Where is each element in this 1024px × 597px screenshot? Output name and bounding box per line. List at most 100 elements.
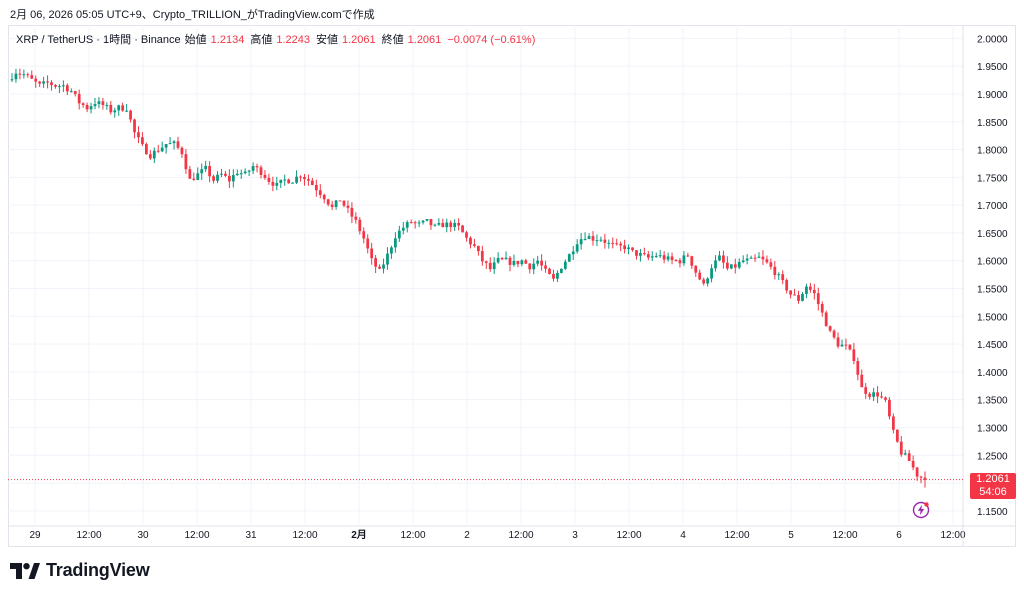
last-price-tag: 1.2061 54:06 [970,473,1016,499]
candle-body [899,441,903,455]
candle-body [133,119,136,133]
high-value: 1.2243 [276,34,310,46]
candle-body [666,256,670,260]
symbol-label[interactable]: XRP / TetherUS · 1時間 · Binance [16,34,181,46]
candle-body [334,200,338,207]
candle-body [903,453,907,455]
candle-body [773,266,777,276]
low-label: 安値 [315,34,338,46]
candle-body [575,244,579,252]
candle-body [342,200,346,206]
candle-body [30,75,34,79]
close-value: 1.2061 [407,34,442,46]
tradingview-brand[interactable]: TradingView [10,560,150,581]
y-tick-label: 1.9000 [977,90,1008,101]
candle-body [520,260,524,265]
candle-body [148,154,152,159]
candle-body [508,257,512,265]
candle-body [10,79,14,81]
candle-body [765,259,769,263]
y-tick-label: 1.6500 [977,229,1008,240]
candle-body [125,110,129,112]
open-label: 始値 [184,34,207,46]
lightning-icon[interactable] [912,501,930,519]
candle-body [706,278,710,284]
candle-body [587,236,591,239]
candle-body [69,91,73,93]
candle-body [619,243,623,246]
candle-body [856,361,860,375]
candle-body [65,85,69,92]
candle-body [267,177,271,182]
candle-body [239,173,243,175]
candle-body [326,199,330,205]
candle-body [58,86,61,88]
candle-body [777,274,781,276]
candle-body [196,173,200,180]
candle-body [247,170,251,172]
y-tick-label: 1.3000 [977,423,1008,434]
change-value: −0.0074 (−0.61%) [447,34,536,46]
candle-body [358,219,362,232]
candle-body [769,262,773,267]
candle-body [152,150,156,159]
candle-body [164,144,168,148]
candle-body [718,255,721,261]
x-tick-label: 30 [137,530,149,541]
y-tick-label: 2.0000 [977,34,1008,45]
candle-body [793,294,796,296]
candle-body [18,73,22,75]
candle-body [512,261,516,265]
candle-body [93,104,97,107]
candle-body [852,349,856,362]
candle-body [484,261,488,263]
candle-body [362,231,366,239]
candle-body [816,293,820,305]
candle-body [591,236,595,241]
candle-body [567,254,571,262]
candle-body [370,248,374,259]
candle-body [611,242,615,244]
candle-body [346,205,350,208]
x-tick-label: 12:00 [832,530,857,541]
candle-body [860,374,864,388]
candle-body [923,477,927,480]
candle-body [85,104,89,110]
candle-body [105,104,109,106]
candle-body [848,344,852,350]
y-tick-label: 1.7500 [977,173,1008,184]
x-tick-label: 31 [245,530,257,541]
candle-body [548,268,551,274]
close-label: 終値 [381,34,404,46]
y-tick-label: 1.9500 [977,62,1008,73]
tradingview-logo-icon [10,562,40,579]
candle-body [208,165,212,177]
candle-body [386,253,389,265]
bar-countdown: 54:06 [979,486,1007,498]
candle-body [528,263,532,270]
x-tick-label: 12:00 [400,530,425,541]
candle-body [623,245,627,250]
candle-body [722,255,725,263]
candle-body [275,182,279,186]
candle-body [476,245,480,252]
candle-body [808,286,812,290]
x-tick-label: 12:00 [616,530,641,541]
price-chart[interactable]: 1.15001.20001.25001.30001.35001.40001.45… [8,25,1016,547]
candle-body [603,239,607,243]
candle-body [429,219,433,226]
candle-body [642,253,646,255]
candle-body [224,173,227,176]
candle-body [524,260,528,264]
candle-body [488,262,492,270]
candle-body [89,106,93,110]
candle-body [832,330,836,338]
candle-body [176,141,180,148]
candle-body [216,174,219,181]
candle-body [445,222,449,228]
candle-body [583,238,587,240]
candle-body [563,261,567,269]
candle-body [805,286,808,294]
candle-body [745,258,749,261]
x-tick-label: 12:00 [76,530,101,541]
